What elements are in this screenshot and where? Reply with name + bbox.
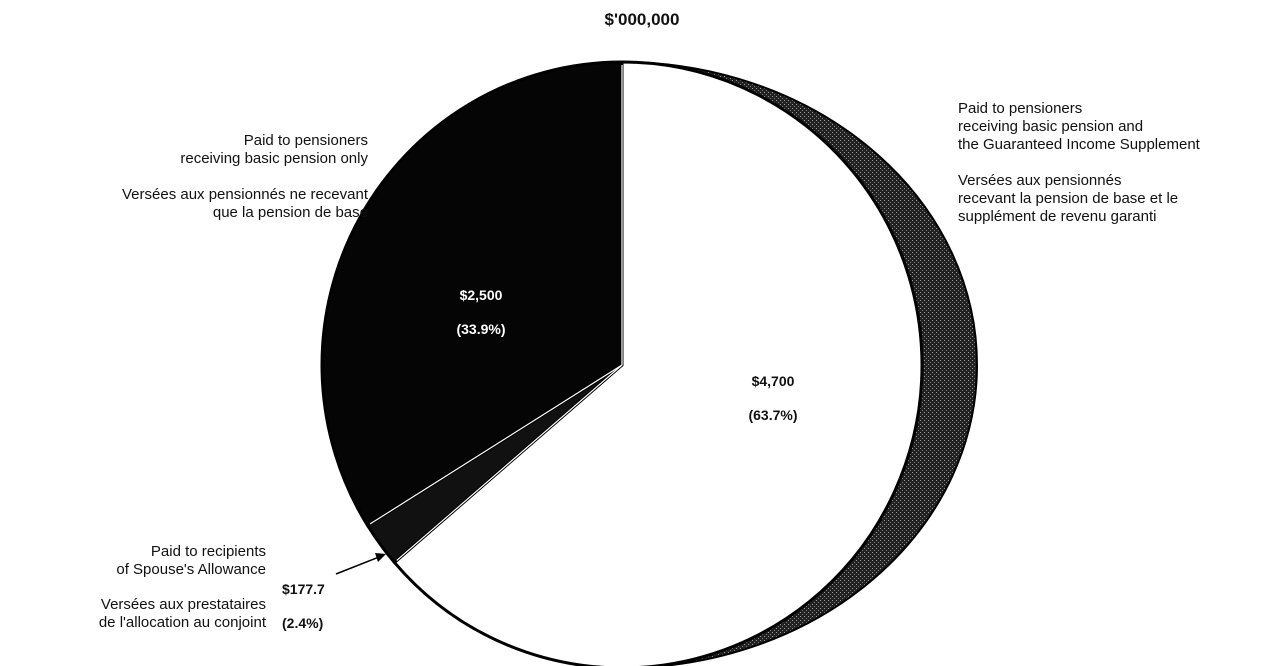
spouse-slice-separator [396, 364, 623, 561]
gis-slice-value-label: $4,700 (63.7%) [718, 356, 828, 424]
basic-slice-separator [369, 364, 623, 525]
gis-slice-percent: (63.7%) [748, 407, 798, 423]
gis-slice [392, 60, 924, 666]
chart-title: $'000,000 [604, 10, 680, 29]
basic-slice-label-fr: Versées aux pensionnés ne recevant que l… [122, 186, 368, 221]
spouse-slice-value-label: $177.7 (2.4%) [282, 564, 325, 632]
basic-slice-percent: (33.9%) [456, 321, 506, 337]
basic-slice-value: $2,500 [459, 287, 503, 303]
gis-slice-value: $4,700 [751, 373, 795, 389]
gis-slice-label-fr: Versées aux pensionnés recevant la pensi… [958, 172, 1179, 225]
spouse-slice-label-fr: Versées aux prestataires de l'allocation… [98, 596, 266, 631]
basic-slice-label-en: Paid to pensioners receiving basic pensi… [180, 132, 368, 167]
spouse-slice-leader-line [335, 554, 385, 575]
spouse-slice-label-en: Paid to recipients of Spouse's Allowance [116, 543, 266, 578]
basic-slice [320, 60, 624, 528]
spouse-slice-percent: (2.4%) [282, 615, 324, 631]
basic-slice-value-label: $2,500 (33.9%) [426, 270, 536, 338]
gis-slice-label-en: Paid to pensioners receiving basic pensi… [958, 100, 1200, 153]
spouse-slice-leader-arrow-icon [375, 553, 386, 562]
spouse-slice-value: $177.7 [282, 581, 325, 597]
pie-slices [320, 60, 924, 666]
